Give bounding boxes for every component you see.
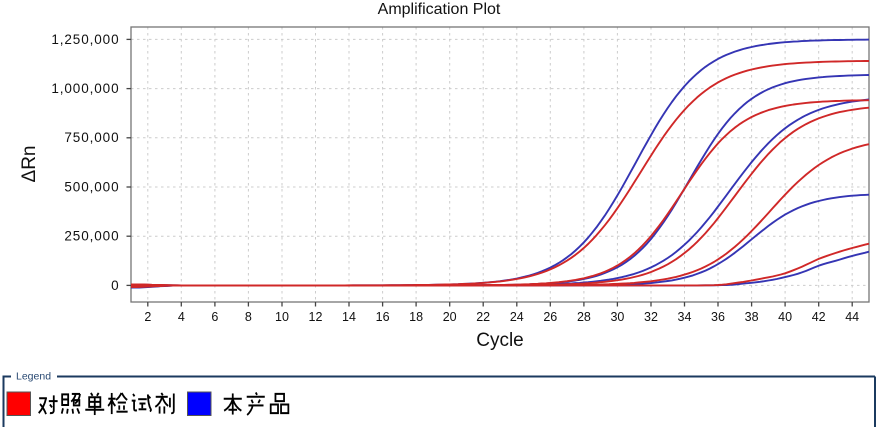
svg-text:18: 18 (409, 310, 423, 324)
svg-text:22: 22 (476, 310, 490, 324)
svg-text:36: 36 (711, 310, 725, 324)
svg-text:1,000,000: 1,000,000 (51, 81, 119, 96)
svg-text:14: 14 (342, 310, 356, 324)
svg-text:42: 42 (812, 310, 826, 324)
svg-text:Legend: Legend (16, 371, 51, 383)
svg-text:0: 0 (111, 278, 119, 293)
svg-text:Amplification Plot: Amplification Plot (378, 1, 501, 18)
svg-text:4: 4 (178, 310, 185, 324)
svg-text:250,000: 250,000 (64, 229, 119, 244)
svg-text:ΔRn: ΔRn (19, 146, 40, 183)
svg-text:26: 26 (543, 310, 557, 324)
svg-text:500,000: 500,000 (64, 179, 119, 194)
svg-text:32: 32 (644, 310, 658, 324)
svg-text:20: 20 (443, 310, 457, 324)
svg-text:750,000: 750,000 (64, 130, 119, 145)
svg-text:38: 38 (745, 310, 759, 324)
svg-text:Cycle: Cycle (476, 330, 524, 351)
svg-text:16: 16 (376, 310, 390, 324)
svg-text:10: 10 (275, 310, 289, 324)
svg-text:6: 6 (211, 310, 218, 324)
svg-text:8: 8 (245, 310, 252, 324)
svg-text:2: 2 (144, 310, 151, 324)
svg-text:30: 30 (610, 310, 624, 324)
svg-text:12: 12 (309, 310, 323, 324)
svg-text:28: 28 (577, 310, 591, 324)
svg-text:1,250,000: 1,250,000 (51, 32, 119, 47)
svg-text:24: 24 (510, 310, 524, 324)
svg-text:34: 34 (678, 310, 692, 324)
svg-text:40: 40 (778, 310, 792, 324)
svg-text:44: 44 (845, 310, 859, 324)
